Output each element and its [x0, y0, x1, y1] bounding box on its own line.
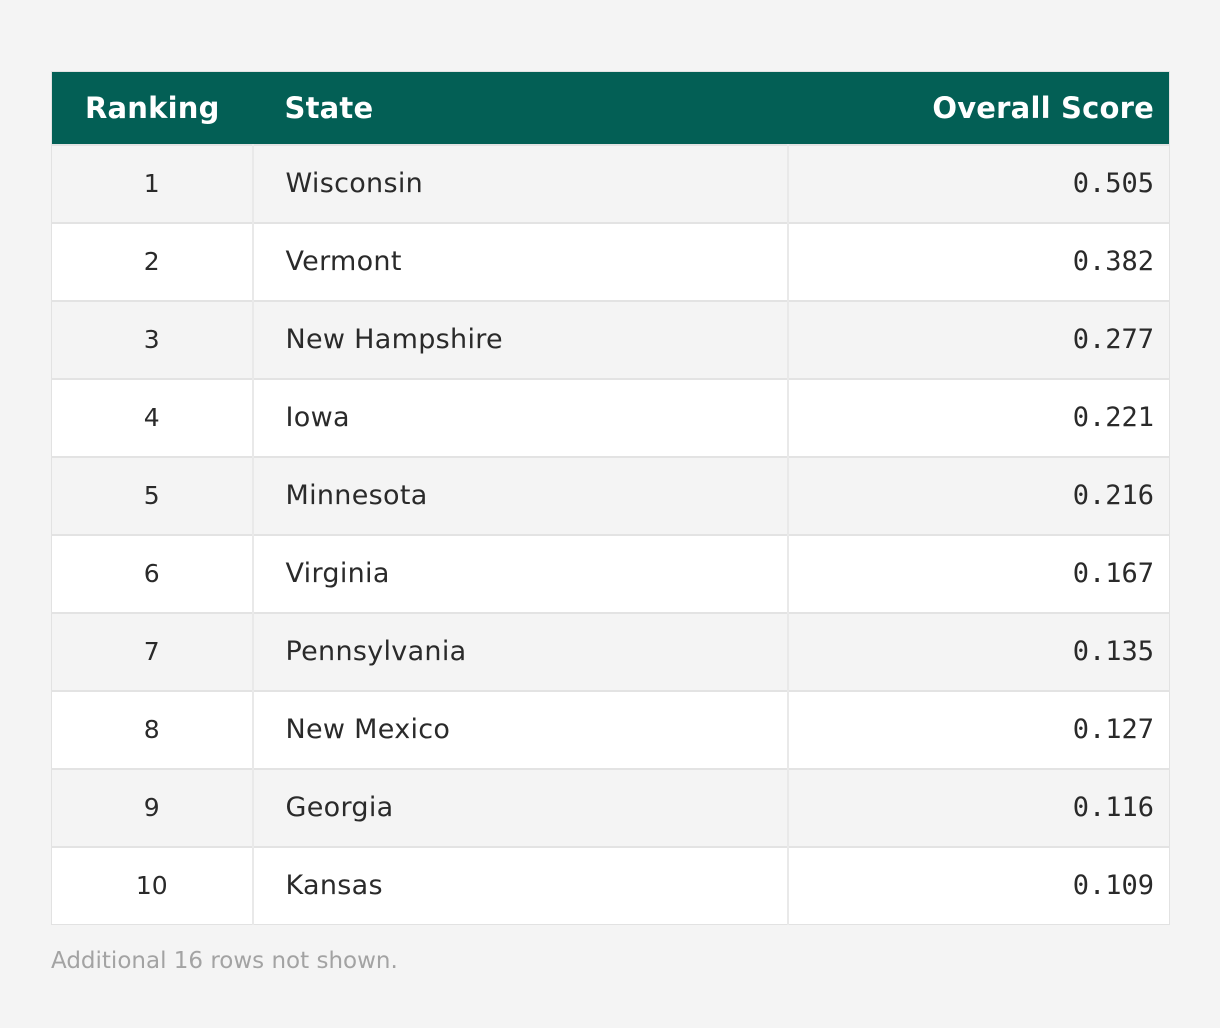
rank-cell: 8: [51, 689, 254, 769]
state-cell: Wisconsin: [252, 143, 789, 223]
table-body: 1 Wisconsin 0.505 2 Vermont 0.382 3 New Hampshi…: [51, 143, 1170, 925]
score-cell: 0.116: [787, 767, 1170, 847]
ranking-table-container: Ranking State Overall Score 1 Wisconsin 0.…: [51, 71, 1170, 974]
table-row: 5 Minnesota 0.216: [51, 455, 1170, 535]
rank-cell: 5: [51, 455, 254, 535]
score-cell: 0.109: [787, 845, 1170, 925]
state-cell: Minnesota: [252, 455, 789, 535]
state-cell: Georgia: [252, 767, 789, 847]
header-ranking: Ranking: [84, 90, 220, 125]
header-state: State: [284, 90, 374, 125]
state-cell: New Hampshire: [252, 299, 789, 379]
table-row: 7 Pennsylvania 0.135: [51, 611, 1170, 691]
table-row: 8 New Mexico 0.127: [51, 689, 1170, 769]
score-cell: 0.382: [787, 221, 1170, 301]
header-overall-score: Overall Score: [932, 90, 1154, 125]
score-cell: 0.505: [787, 143, 1170, 223]
state-cell: New Mexico: [252, 689, 789, 769]
rank-cell: 9: [51, 767, 254, 847]
state-cell: Virginia: [252, 533, 789, 613]
score-cell: 0.135: [787, 611, 1170, 691]
table-row: 10 Kansas 0.109: [51, 845, 1170, 925]
table-row: 4 Iowa 0.221: [51, 377, 1170, 457]
state-cell: Kansas: [252, 845, 789, 925]
table-header-row: Ranking State Overall Score: [51, 71, 1170, 145]
ranking-table: Ranking State Overall Score 1 Wisconsin 0.…: [51, 71, 1170, 925]
state-cell: Iowa: [252, 377, 789, 457]
score-cell: 0.221: [787, 377, 1170, 457]
table-row: 3 New Hampshire 0.277: [51, 299, 1170, 379]
score-cell: 0.216: [787, 455, 1170, 535]
rank-cell: 1: [51, 143, 254, 223]
state-cell: Pennsylvania: [252, 611, 789, 691]
score-cell: 0.127: [787, 689, 1170, 769]
table-row: 9 Georgia 0.116: [51, 767, 1170, 847]
rank-cell: 2: [51, 221, 254, 301]
rank-cell: 3: [51, 299, 254, 379]
score-cell: 0.277: [787, 299, 1170, 379]
score-cell: 0.167: [787, 533, 1170, 613]
table-row: 6 Virginia 0.167: [51, 533, 1170, 613]
rank-cell: 4: [51, 377, 254, 457]
rank-cell: 7: [51, 611, 254, 691]
state-cell: Vermont: [252, 221, 789, 301]
rank-cell: 10: [51, 845, 254, 925]
table-row: 2 Vermont 0.382: [51, 221, 1170, 301]
footer-note: Additional 16 rows not shown.: [51, 948, 398, 974]
table-row: 1 Wisconsin 0.505: [51, 143, 1170, 223]
rank-cell: 6: [51, 533, 254, 613]
